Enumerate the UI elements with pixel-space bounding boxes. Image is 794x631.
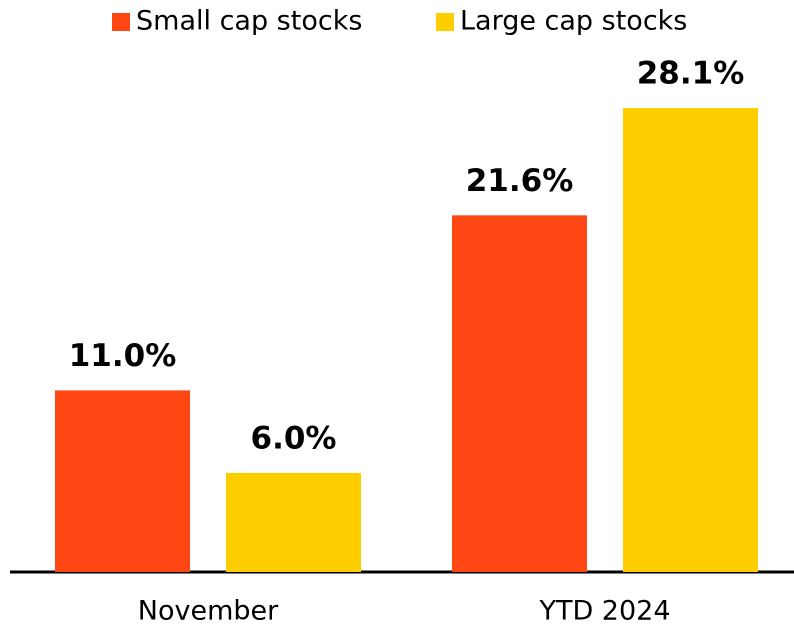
legend-label: Large cap stocks [460, 6, 687, 37]
bar [623, 108, 758, 572]
bar [452, 215, 587, 572]
value-label: 21.6% [466, 163, 574, 199]
x-tick-label: November [138, 596, 279, 627]
value-label: 11.0% [69, 338, 177, 374]
legend-swatch [436, 13, 454, 31]
bar [55, 390, 190, 572]
value-label: 28.1% [637, 56, 745, 92]
value-label: 6.0% [251, 420, 337, 456]
legend-label: Small cap stocks [136, 6, 362, 37]
x-tick-label: YTD 2024 [538, 596, 670, 627]
bar [226, 472, 361, 572]
legend-swatch [112, 13, 130, 31]
